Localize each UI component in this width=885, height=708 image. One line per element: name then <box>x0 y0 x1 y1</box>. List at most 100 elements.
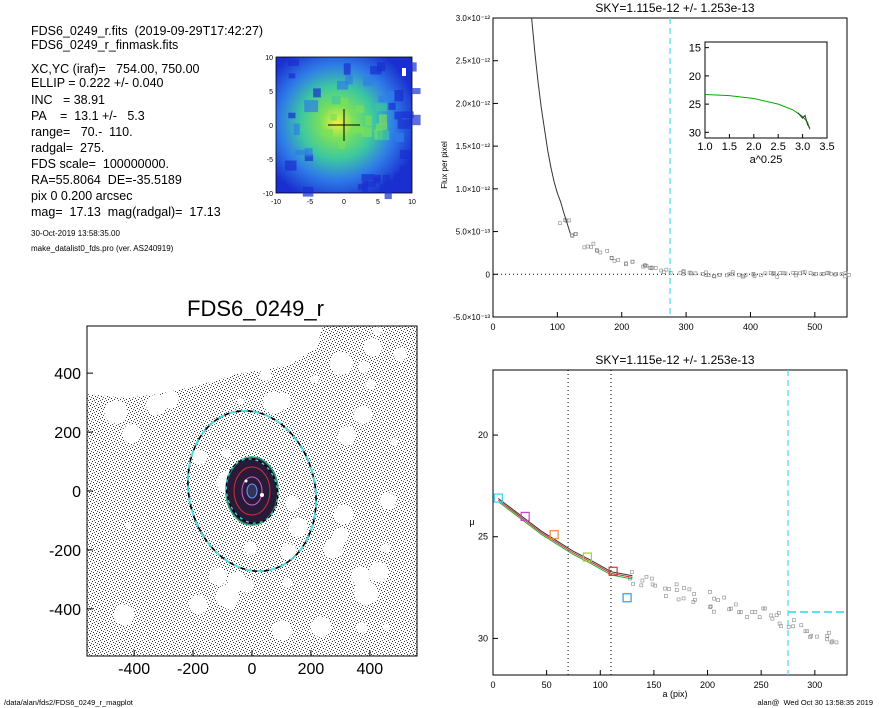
sb-point <box>682 586 686 590</box>
sb-point <box>640 578 645 583</box>
thumbnail-blob <box>384 187 392 200</box>
image-mask-hole <box>381 543 391 553</box>
thumbnail-xtick: 5 <box>376 199 380 206</box>
image-title: FDS6_0249_r <box>187 296 324 321</box>
sb-point <box>663 586 667 591</box>
image-mask-hole <box>186 329 193 336</box>
sb-xtick-label: 0 <box>490 680 495 690</box>
thumbnail-star <box>402 68 406 76</box>
inset-xtick-label: 1.0 <box>697 141 712 153</box>
flux-point <box>704 273 708 277</box>
image-mask-hole <box>237 397 245 405</box>
thumbnail-xtick: -10 <box>271 199 281 206</box>
flux-point <box>589 245 593 249</box>
sb-point <box>729 606 733 611</box>
flux-point <box>781 271 786 275</box>
thumbnail-blob <box>375 123 388 131</box>
flux-point <box>700 271 705 276</box>
flux-point <box>783 271 788 276</box>
flux-point <box>727 272 732 277</box>
image-mask-hole <box>333 504 354 525</box>
image-mask-hole <box>281 577 293 589</box>
sb-point <box>825 634 830 638</box>
info-radec: RA=55.8064 DE=-35.5189 <box>31 173 182 187</box>
image-ytick-label: 0 <box>72 484 81 501</box>
flux-point <box>725 273 729 278</box>
flux-point <box>826 270 831 275</box>
flux-point <box>730 270 735 275</box>
sb-point <box>791 624 795 629</box>
sb-point <box>687 587 692 592</box>
flux-point <box>706 273 711 277</box>
sb-point <box>776 610 781 615</box>
flux-point <box>811 272 816 277</box>
thumbnail-blob <box>355 105 365 114</box>
thumbnail-blob <box>373 177 380 184</box>
inset-xlabel: a^0.25 <box>750 154 783 166</box>
sb-point <box>708 590 712 594</box>
flux-point <box>847 273 851 277</box>
image-mask-hole <box>273 358 281 366</box>
flux-point <box>791 270 796 275</box>
thumbnail-blob <box>385 90 395 101</box>
inset-data-line <box>797 112 811 129</box>
thumbnail-blob <box>378 95 385 103</box>
image-mask-hole <box>393 347 407 362</box>
flux-point <box>801 270 805 275</box>
thumbnail-blob <box>365 115 372 127</box>
flux-profile-line <box>531 17 571 234</box>
thumbnail-blob <box>288 112 296 119</box>
image-mask-hole <box>285 496 300 511</box>
flux-point <box>741 274 746 279</box>
flux-point <box>610 256 614 261</box>
sb-point <box>644 574 649 579</box>
sb-point <box>664 594 668 598</box>
image-ytick-label: -400 <box>49 602 81 619</box>
sb-point <box>631 582 635 586</box>
flux-point <box>594 248 599 252</box>
image-mask-hole <box>146 333 161 348</box>
thumbnail-blob <box>394 111 403 120</box>
image-xtick-label: 0 <box>248 661 257 678</box>
flux-ytick-label: 1.0×10⁻¹² <box>456 185 491 194</box>
galaxy-image: -400 -200 0 200 400 400 200 0 -200 -400 <box>49 325 418 678</box>
sb-point <box>757 615 762 620</box>
thumbnail-blob <box>382 174 390 186</box>
sb-marker-square <box>549 530 559 540</box>
sb-point <box>770 616 775 621</box>
thumbnail-blob <box>304 154 314 162</box>
thumbnail-blob <box>370 66 382 75</box>
fit-ellipse-inner-dashed <box>225 458 279 524</box>
flux-ytick-label: 2.0×10⁻¹² <box>456 99 491 108</box>
sb-point <box>733 602 738 607</box>
flux-ytick-label: 3.0×10⁻¹² <box>456 14 491 23</box>
sb-point <box>716 598 720 602</box>
thumbnail-ytick: 0 <box>269 123 273 130</box>
flux-point <box>558 221 562 225</box>
flux-point <box>642 263 647 268</box>
sb-point <box>769 613 773 618</box>
image-mask-hole <box>221 448 232 459</box>
sb-point <box>674 588 679 592</box>
flux-ytick-label: 2.5×10⁻¹² <box>456 57 491 66</box>
thumbnail-blob <box>338 137 346 149</box>
flux-point <box>668 271 673 275</box>
image-mask-hole <box>310 374 320 384</box>
sb-point <box>786 625 791 629</box>
info-mask: FDS6_0249_r_finmask.fits <box>31 38 179 52</box>
thumbnail-blob <box>345 75 353 85</box>
flux-ytick-label: 5.0×10⁻¹³ <box>456 228 491 237</box>
image-xtick-label: -200 <box>177 661 209 678</box>
thumbnail-blob <box>361 127 372 137</box>
sb-point <box>799 623 804 628</box>
image-ytick-label: 400 <box>54 366 81 383</box>
flux-point <box>591 241 596 246</box>
sb-point <box>829 640 834 645</box>
image-mask-hole <box>114 604 135 626</box>
sb-point <box>674 582 679 587</box>
sb-marker-square <box>622 593 632 603</box>
thumbnail-blob <box>365 181 376 188</box>
flux-point <box>616 258 621 262</box>
image-mask-hole <box>209 567 228 586</box>
thumbnail-blob <box>357 183 366 190</box>
